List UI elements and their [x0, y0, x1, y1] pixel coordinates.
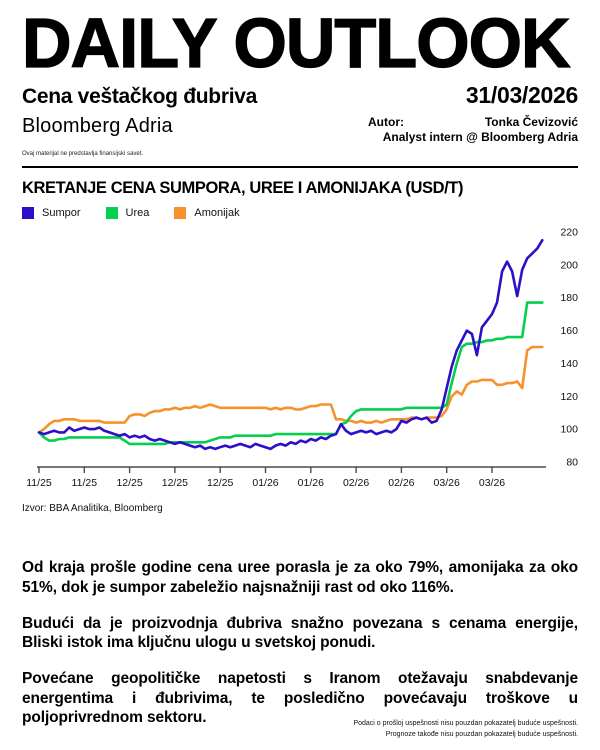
author-name: Tonka Čevizović [484, 115, 578, 130]
x-tick-label: 01/26 [252, 477, 278, 489]
y-tick-label: 200 [560, 260, 578, 272]
footnote-line-1: Podaci o prošloj uspešnosti nisu pouzdan… [353, 719, 578, 727]
page-title: DAILY OUTLOOK [21, 4, 571, 82]
x-tick-label: 02/26 [388, 477, 414, 489]
chart-source: Izvor: BBA Analitika, Bloomberg [22, 503, 163, 515]
paragraph-energy-link: Budući da je proizvodnja đubriva snažno … [22, 614, 578, 652]
x-tick-label: 12/25 [162, 477, 188, 489]
chart-legend: Sumpor Urea Amonijak [22, 207, 578, 220]
paragraph-geopolitics: Povećane geopolitičke napetosti s Iranom… [22, 670, 578, 726]
brand-row: Bloomberg Adria Autor: Tonka Čevizović A… [22, 115, 578, 144]
edition-subtitle: Cena veštačkog đubriva [22, 85, 257, 109]
x-tick-label: 12/25 [207, 477, 233, 489]
y-tick-label: 140 [560, 358, 578, 370]
legend-item-urea: Urea [105, 207, 150, 220]
y-tick-label: 180 [560, 293, 578, 305]
legend-label: Amonijak [194, 207, 240, 220]
performance-disclaimer: Podaci o prošloj uspešnosti nisu pouzdan… [353, 718, 578, 740]
series-line-amonijak [37, 346, 544, 435]
author-role: Analyst intern @ Bloomberg Adria [382, 129, 578, 144]
legend-label: Sumpor [42, 207, 81, 220]
series-line-urea [37, 301, 544, 446]
legend-label: Urea [125, 207, 150, 220]
price-line-chart: 11/25 11/25 12/25 12/25 12/25 01/26 01/26 02/26… [26, 227, 578, 490]
x-tick-label: 12/25 [116, 477, 142, 489]
subtitle-row: Cena veštačkog đubriva 31/03/2026 [22, 82, 578, 109]
edition-date: 31/03/2026 [465, 82, 578, 109]
x-tick-label: 11/25 [72, 477, 98, 489]
series-line-sumpor [37, 239, 544, 451]
legend-item-amonijak: Amonijak [174, 207, 240, 220]
chart-title: KRETANJE CENA SUMPORA, UREE I AMONIJAKA … [22, 179, 464, 198]
commentary: Od kraja prošle godine cena uree porasla… [22, 558, 578, 727]
sumpor-swatch-icon [22, 207, 34, 220]
y-tick-label: 120 [560, 391, 578, 403]
footnote-line-2: Prognoze takođe nisu pouzdan pokazatelj … [385, 730, 578, 738]
urea-swatch-icon [105, 207, 118, 220]
y-tick-label: 220 [560, 227, 578, 239]
x-tick-label: 01/26 [298, 477, 324, 489]
brand-name: Bloomberg Adria [22, 115, 173, 138]
author-label: Autor: [368, 115, 404, 130]
author-block: Autor: Tonka Čevizović Analyst intern @ … [368, 115, 578, 144]
x-tick-label: 02/26 [343, 477, 369, 489]
y-tick-label: 100 [560, 424, 578, 436]
y-tick-label: 80 [566, 457, 578, 469]
x-tick-label: 03/26 [434, 477, 460, 489]
paragraph-growth-summary: Od kraja prošle godine cena uree porasla… [22, 559, 578, 596]
header-divider [22, 166, 578, 169]
financial-disclaimer: Ovaj materijal ne predstavlja finansijsk… [22, 151, 144, 158]
x-tick-label: 03/26 [479, 477, 505, 489]
x-tick-label: 11/25 [26, 477, 52, 489]
amonijak-swatch-icon [174, 207, 187, 220]
legend-item-sumpor: Sumpor [22, 207, 81, 220]
y-tick-label: 160 [560, 326, 578, 338]
